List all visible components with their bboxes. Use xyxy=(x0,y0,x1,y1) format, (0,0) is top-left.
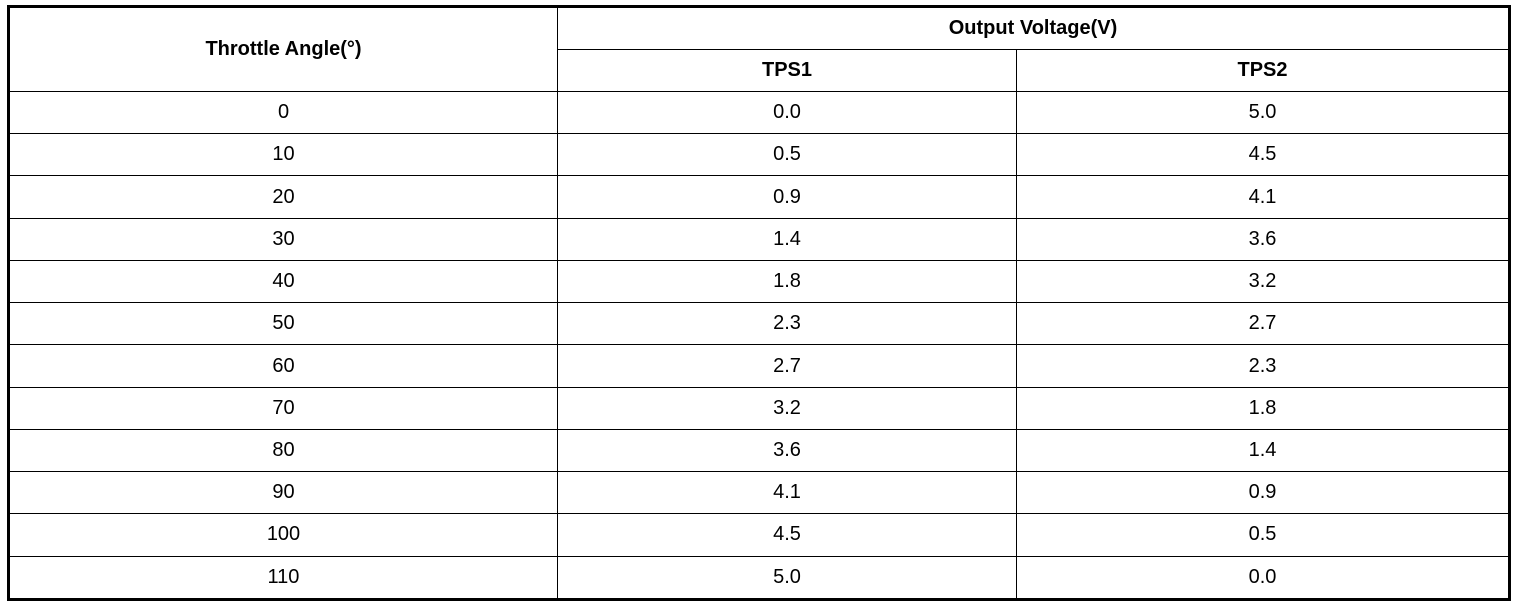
table-cell: 0.9 xyxy=(557,175,1017,219)
header-cell: Output Voltage(V) xyxy=(557,6,1510,50)
table-cell: 5.0 xyxy=(1016,90,1510,135)
table-cell: 90 xyxy=(8,471,558,515)
table-cell: 20 xyxy=(8,175,558,219)
table-cell: 0.0 xyxy=(557,90,1017,135)
table-cell: 10 xyxy=(8,133,558,177)
table-cell: 70 xyxy=(8,386,558,430)
table-row: 20 0.9 4.1 xyxy=(8,175,1510,219)
table-row: 90 4.1 0.9 xyxy=(8,471,1510,515)
header-row: TPS1 TPS2 xyxy=(9,49,1510,92)
table-cell: 0.9 xyxy=(1016,471,1510,515)
table-cell: 60 xyxy=(8,344,558,388)
table-cell: 30 xyxy=(8,217,558,261)
table-cell: 80 xyxy=(8,428,558,473)
table-cell: 3.6 xyxy=(557,428,1017,473)
data-table: Throttle Angle(°) Output Voltage(V) TPS1… xyxy=(7,5,1511,601)
table-row: 40 1.8 3.2 xyxy=(8,259,1510,304)
header-row: Throttle Angle(°) Output Voltage(V) xyxy=(8,6,1510,92)
table-cell: 1.8 xyxy=(557,259,1017,304)
table-cell: 1.4 xyxy=(1016,428,1510,473)
table-row: 80 3.6 1.4 xyxy=(8,428,1510,473)
table-row: 70 3.2 1.8 xyxy=(8,386,1510,430)
table-body: 0 0.0 5.0 10 0.5 4.5 20 0.9 4.1 30 1.4 3.6 40 1.8 3.2 5… xyxy=(8,90,1510,601)
table-cell: 1.8 xyxy=(1016,386,1510,430)
table-cell: 100 xyxy=(8,513,558,557)
table-row: 100 4.5 0.5 xyxy=(8,513,1510,557)
table-cell: 4.1 xyxy=(557,471,1017,515)
table-cell: 40 xyxy=(8,259,558,304)
table-cell: 5.0 xyxy=(557,555,1017,601)
table-cell: 0.0 xyxy=(1016,555,1510,601)
header-cell: TPS2 xyxy=(1016,49,1510,92)
table-cell: 3.2 xyxy=(1016,259,1510,304)
table-cell: 1.4 xyxy=(557,217,1017,261)
table-row: 10 0.5 4.5 xyxy=(8,133,1510,177)
table-cell: 2.3 xyxy=(1016,344,1510,388)
table-cell: 50 xyxy=(8,302,558,346)
table-row: 30 1.4 3.6 xyxy=(8,217,1510,261)
table-cell: 2.7 xyxy=(1016,302,1510,346)
table-row: 110 5.0 0.0 xyxy=(8,555,1510,601)
table-cell: 4.1 xyxy=(1016,175,1510,219)
header-cell: TPS1 xyxy=(557,49,1017,92)
table-cell: 0.5 xyxy=(1016,513,1510,557)
header-cell: Throttle Angle(°) xyxy=(8,6,558,92)
table-head: Throttle Angle(°) Output Voltage(V) TPS1… xyxy=(8,6,1510,92)
table-cell: 4.5 xyxy=(1016,133,1510,177)
table-cell: 0 xyxy=(8,90,558,135)
table-row: 50 2.3 2.7 xyxy=(8,302,1510,346)
table-cell: 0.5 xyxy=(557,133,1017,177)
table-cell: 2.3 xyxy=(557,302,1017,346)
table-cell: 4.5 xyxy=(557,513,1017,557)
table-row: 60 2.7 2.3 xyxy=(8,344,1510,388)
table-cell: 3.2 xyxy=(557,386,1017,430)
table-cell: 110 xyxy=(8,555,558,601)
table-cell: 3.6 xyxy=(1016,217,1510,261)
table-row: 0 0.0 5.0 xyxy=(8,90,1510,135)
table-cell: 2.7 xyxy=(557,344,1017,388)
